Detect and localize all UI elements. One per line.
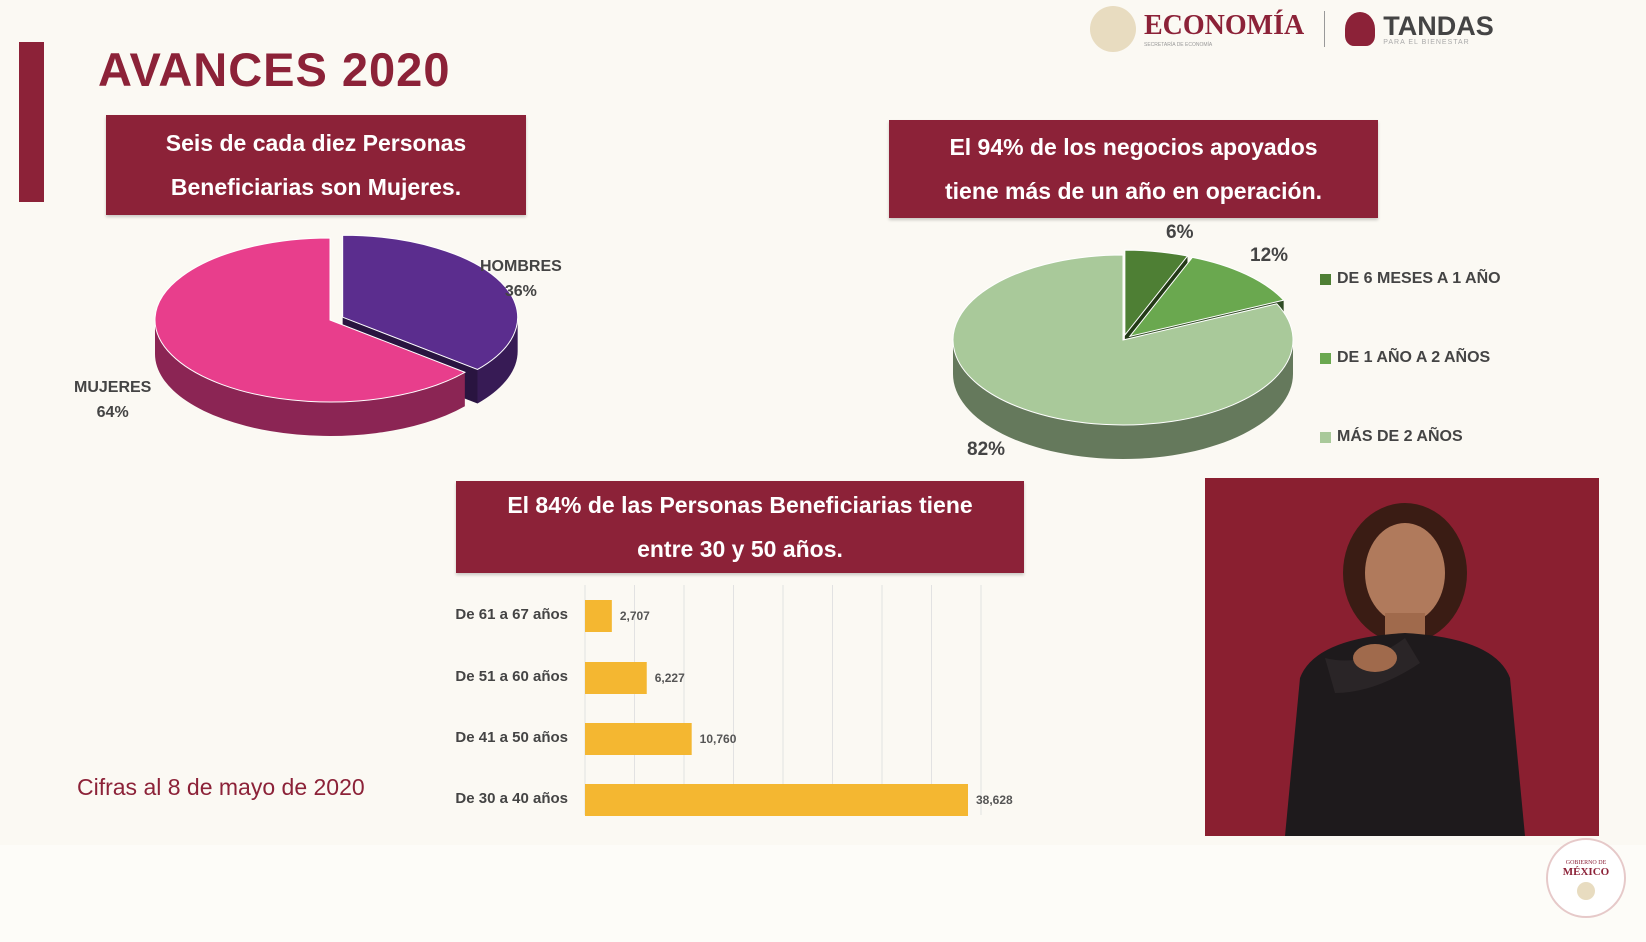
pie2-slice-2 [952,254,1294,426]
logo-divider [1324,11,1326,47]
pie1-label-mujeres: MUJERES 64% [74,379,152,421]
logo-economia: ECONOMÍA [1144,10,1305,41]
gender-headline-line: Beneficiarias son Mujeres. [170,174,462,200]
logo-tandas-sub: PARA EL BIENESTAR [1383,38,1470,46]
bar-value-label: 10,760 [699,732,737,746]
pie1-label-hombres: HOMBRES 36% [480,258,562,300]
header-logos: ECONOMÍA SECRETARÍA DE ECONOMÍA TANDAS P… [1090,4,1494,54]
pie1-slice-1 [342,234,519,371]
pie2-slice-side [953,340,1293,459]
bar-3 [585,784,968,816]
bar-value-label: 6,227 [654,671,685,685]
pie2-label-82: 82% [967,439,1006,460]
tandas-icon [1345,12,1376,46]
pie2-label-12: 12% [1250,245,1289,266]
pie1-slice-side [155,320,465,437]
pie2-label-6: 6% [1166,222,1194,243]
date-note: Cifras al 8 de mayo de 2020 [77,774,365,800]
operation-headline-line: tiene más de un año en operación. [944,178,1323,204]
bar-value-label: 2,707 [619,609,650,623]
pie2-slice-0 [1124,249,1189,337]
page-title: AVANCES 2020 [98,43,451,96]
logo-economia-sub: SECRETARÍA DE ECONOMÍA [1144,42,1213,48]
bar-category-label: De 41 a 50 años [455,729,568,746]
legend-item: DE 6 MESES A 1 AÑO [1320,270,1501,349]
pie1-slice-0 [154,237,467,403]
pie2-slice-1 [1128,256,1285,338]
bar-category-label: De 61 a 67 años [455,606,568,623]
pie2-legend: DE 6 MESES A 1 AÑO DE 1 AÑO A 2 AÑOS MÁS… [1320,270,1501,446]
bar-value-label: 38,628 [976,793,1013,807]
title-accent-bar [19,42,44,202]
age-headline-line: entre 30 y 50 años. [637,536,843,562]
gobierno-de-mexico-seal: GOBIERNO DE MÉXICO [1546,838,1626,918]
economia-seal-icon [1090,6,1136,52]
charts-canvas [154,234,1294,816]
operation-headline-box: El 94% de los negocios apoyados tiene más… [889,120,1378,218]
pie1-slice-side [477,317,518,404]
interpreter-silhouette [1285,503,1525,836]
age-headline-box: El 84% de las Personas Beneficiarias tie… [456,481,1024,573]
sign-language-interpreter-video [1205,478,1599,836]
operation-headline-line: El 94% de los negocios apoyados [949,134,1318,160]
logo-tandas: TANDAS [1383,10,1494,41]
legend-item: DE 1 AÑO A 2 AÑOS [1320,349,1501,428]
bar-0 [585,600,612,632]
bar-2 [585,723,692,755]
gender-headline-line: Seis de cada diez Personas [165,130,467,156]
legend-item: MÁS DE 2 AÑOS [1320,428,1501,446]
bar-category-label: De 51 a 60 años [455,668,568,685]
bar-category-label: De 30 a 40 años [455,790,568,807]
bar-1 [585,662,647,694]
age-headline-line: El 84% de las Personas Beneficiarias tie… [507,492,973,518]
eagle-seal-icon [1577,882,1595,900]
gender-headline-box: Seis de cada diez Personas Beneficiarias … [106,115,526,215]
